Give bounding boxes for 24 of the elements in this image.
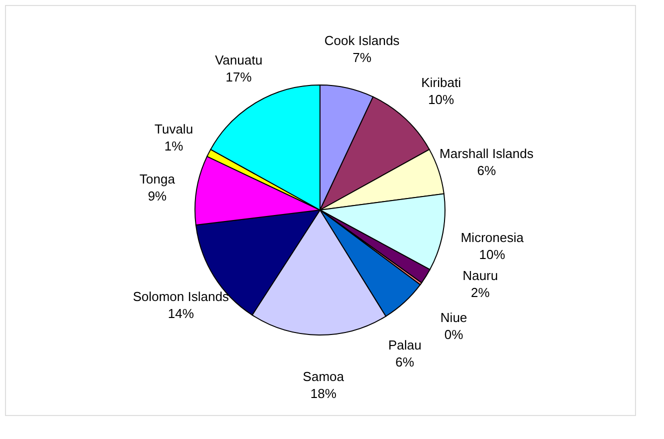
slice-label: Nauru (462, 268, 498, 284)
slice-label: Tuvalu (154, 121, 194, 136)
data-label: 18% (310, 386, 337, 401)
data-label: 9% (148, 188, 168, 204)
slice-label: Solomon Islands (132, 289, 230, 304)
data-label: 2% (470, 285, 490, 300)
slice-label: Niue (440, 310, 468, 325)
data-label: 6% (395, 354, 415, 370)
data-label: 6% (477, 162, 496, 178)
data-label: 10% (479, 246, 506, 262)
slice-label: Marshall Islands (440, 146, 534, 161)
data-label: 1% (164, 138, 184, 154)
slice-label: Micronesia (460, 230, 524, 245)
slice-label: Samoa (302, 368, 345, 384)
slice-label: Kiribati (421, 74, 462, 90)
data-label: 7% (352, 50, 372, 66)
slice-label: Tonga (139, 172, 176, 187)
slice-label: Vanuatu (214, 52, 262, 68)
data-label: 17% (226, 70, 252, 85)
data-label: 10% (428, 92, 455, 107)
data-label: 14% (168, 306, 194, 322)
slice-label: Palau (388, 338, 422, 353)
data-label: 0% (444, 326, 464, 342)
slice-label: Cook Islands (324, 33, 400, 48)
